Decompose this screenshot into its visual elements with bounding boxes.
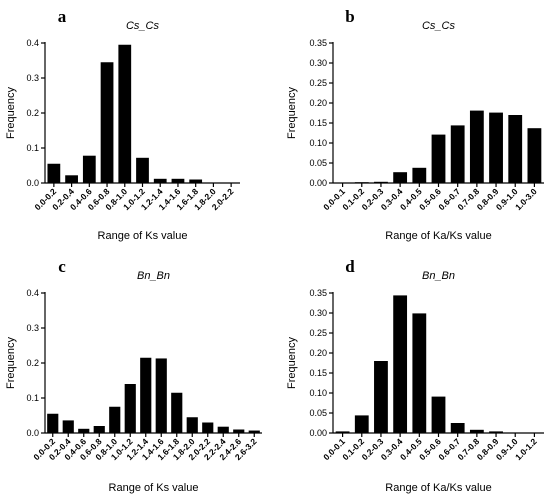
bar-0.4-0.6 — [82, 155, 96, 183]
bar-0.1-0.2 — [354, 415, 369, 433]
bar-0.8-1.0 — [118, 44, 132, 183]
bar-0.4-0.5 — [412, 313, 427, 433]
y-axis-label: Frequency — [286, 87, 298, 139]
chart-title: Bn_Bn — [137, 270, 170, 282]
y-axis-label: Frequency — [5, 337, 17, 389]
bar-0.8-0.9 — [489, 112, 503, 183]
x-axis-label: Range of Ks value — [98, 230, 188, 242]
y-tick-label: 0.1 — [26, 143, 39, 153]
y-tick-label: 0.35 — [309, 288, 327, 298]
y-tick-label: 0.15 — [309, 368, 327, 378]
panel-letter: b — [345, 7, 354, 26]
x-axis-label: Range of Ka/Ks value — [385, 230, 491, 242]
bar-0.2-0.3 — [374, 361, 388, 433]
y-tick-label: 0.00 — [309, 428, 327, 438]
y-tick-label: 0.15 — [309, 118, 327, 128]
chart-panel-a: a Cs_Cs0.00.10.20.30.40.0-0.20.2-0.40.4-0… — [5, 7, 240, 242]
y-tick-label: 0.05 — [309, 158, 327, 168]
bar-0.3-0.4 — [393, 295, 408, 433]
bar-1.2-1.4 — [153, 178, 167, 183]
bar-2.6-3.2 — [248, 430, 260, 433]
bar-0.5-0.6 — [431, 396, 446, 433]
bar-1.0-3.0 — [527, 128, 542, 183]
bar-0.6-0.7 — [450, 125, 465, 183]
bar-1.0-1.2 — [136, 157, 149, 183]
panel-letter: c — [58, 257, 66, 276]
bar-1.4-1.6 — [171, 178, 185, 183]
y-axis-label: Frequency — [5, 87, 17, 139]
y-tick-label: 0.2 — [26, 358, 39, 368]
y-tick-label: 0.0 — [26, 178, 39, 188]
bar-0.2-0.4 — [62, 420, 74, 433]
bar-1.6-1.8 — [171, 392, 183, 433]
bar-1.2-1.4 — [140, 357, 152, 433]
chart-title: Bn_Bn — [422, 270, 455, 282]
bar-0.6-0.8 — [93, 426, 105, 433]
y-tick-label: 0.00 — [309, 178, 327, 188]
y-tick-label: 0.25 — [309, 78, 327, 88]
bar-0.9-1.0 — [508, 115, 523, 183]
y-tick-label: 0.10 — [309, 138, 327, 148]
y-tick-label: 0.20 — [309, 98, 327, 108]
bar-0.0-0.2 — [47, 413, 59, 433]
y-tick-label: 0.25 — [309, 328, 327, 338]
x-axis-label: Range of Ka/Ks value — [385, 482, 491, 494]
bar-1.8-2.0 — [186, 417, 198, 433]
bar-0.3-0.4 — [393, 172, 408, 183]
bar-2.4-2.6 — [233, 429, 245, 433]
bar-1.0-1.2 — [124, 384, 136, 433]
panel-letter: d — [345, 257, 355, 276]
y-tick-label: 0.20 — [309, 348, 327, 358]
bar-0.6-0.8 — [100, 62, 114, 183]
y-tick-label: 0.3 — [26, 73, 39, 83]
bar-0.8-1.0 — [109, 406, 121, 433]
x-axis-label: Range of Ks value — [109, 482, 199, 494]
y-tick-label: 0.0 — [26, 428, 39, 438]
y-tick-label: 0.4 — [26, 38, 39, 48]
y-axis-label: Frequency — [286, 337, 298, 389]
y-tick-label: 0.1 — [26, 393, 39, 403]
bar-0.4-0.6 — [78, 428, 90, 433]
y-tick-label: 0.30 — [309, 58, 327, 68]
bar-2.2-2.4 — [217, 426, 229, 433]
bar-0.2-0.4 — [65, 175, 78, 183]
y-tick-label: 0.3 — [26, 323, 39, 333]
bar-0.7-0.8 — [469, 110, 484, 183]
bar-0.8-0.9 — [489, 431, 503, 433]
bar-0.7-0.8 — [469, 429, 484, 433]
bar-1.4-1.6 — [155, 358, 167, 433]
bar-0.0-0.1 — [335, 431, 350, 433]
bar-2.0-2.2 — [202, 422, 214, 433]
chart-panel-d: d Bn_Bn0.000.050.100.150.200.250.300.350.… — [286, 257, 544, 494]
y-tick-label: 0.30 — [309, 308, 327, 318]
chart-panel-c: c Bn_Bn0.00.10.20.30.40.0-0.20.2-0.40.4-0… — [5, 257, 262, 494]
bar-1.6-1.8 — [189, 179, 203, 183]
chart-title: Cs_Cs — [422, 20, 456, 32]
y-tick-label: 0.10 — [309, 388, 327, 398]
y-tick-label: 0.35 — [309, 38, 327, 48]
chart-panel-b: b Cs_Cs0.000.050.100.150.200.250.300.350.… — [286, 7, 544, 242]
bar-0.0-0.2 — [47, 163, 61, 183]
chart-title: Cs_Cs — [126, 20, 160, 32]
x-tick-label: 1.0-1.2 — [513, 436, 539, 462]
panel-letter: a — [58, 7, 67, 26]
y-tick-label: 0.2 — [26, 108, 39, 118]
bar-0.6-0.7 — [450, 423, 465, 433]
bar-0.5-0.6 — [431, 134, 446, 183]
x-tick-label: 1.0-3.0 — [513, 186, 539, 212]
y-tick-label: 0.05 — [309, 408, 327, 418]
bar-0.4-0.5 — [412, 167, 427, 183]
y-tick-label: 0.4 — [26, 288, 39, 298]
